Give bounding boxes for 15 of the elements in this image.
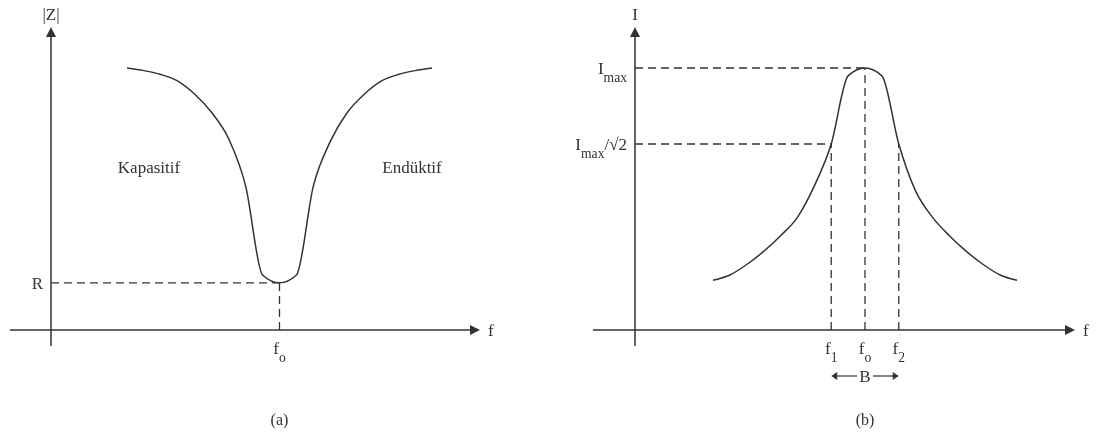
x-axis-title: f [488, 321, 494, 340]
x-tick-label: f$_{o}$ [858, 339, 872, 365]
x-axis-title: f [1083, 321, 1089, 340]
annotation: Kapasitif [117, 157, 181, 177]
y-axis-title: I [632, 5, 639, 24]
x-tick-label: f$_{1}$ [824, 339, 838, 365]
ref-line-label: I$_{max}$/√2 [575, 134, 627, 161]
annotation: Endüktif [382, 157, 443, 177]
text: B [859, 367, 871, 386]
text: (a) [270, 411, 289, 429]
text: (b) [855, 411, 875, 429]
x-tick-label: f$_{2}$ [892, 339, 906, 365]
y-axis-title: |Z| [42, 5, 60, 24]
ref-line-label: R [31, 273, 44, 293]
ref-line-label: I$_{max}$ [597, 59, 628, 85]
